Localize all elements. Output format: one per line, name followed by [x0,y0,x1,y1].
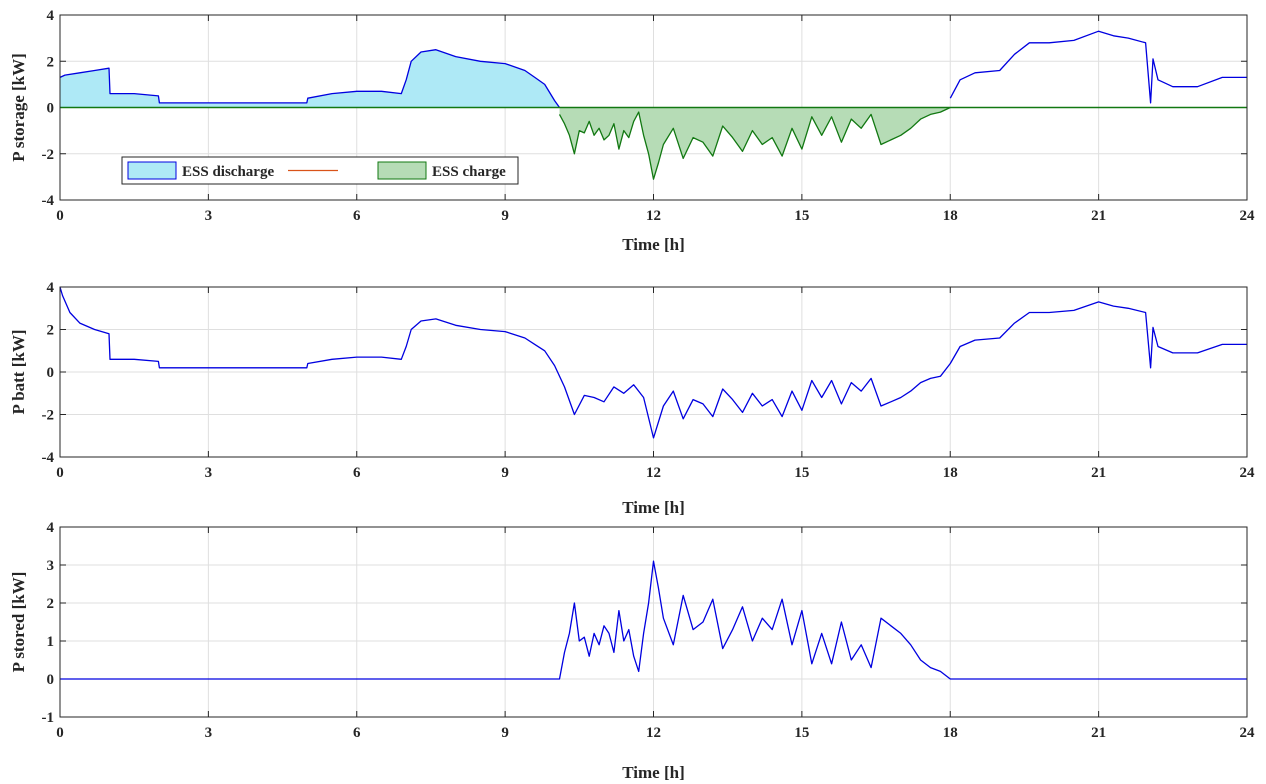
y-tick-label: 0 [47,101,55,117]
y-tick-label: 2 [47,54,55,70]
legend: ESS discharge ESS charge [121,156,519,185]
y-tick-label: 3 [47,558,55,574]
y-tick-label: 1 [47,634,55,650]
y-tick-label: 0 [47,672,55,688]
x-tick-label: 15 [794,208,809,224]
ess-discharge-line [59,49,561,108]
ess-discharge-area [60,49,560,108]
x-tick-label: 24 [1240,725,1256,741]
y-tick-label: -4 [42,450,55,466]
axes-frame [59,286,1248,458]
y-tick-label: -2 [42,408,55,424]
x-tick-label: 0 [56,725,64,741]
x-tick-label: 21 [1091,208,1106,224]
x-tick-label: 3 [205,465,213,481]
x-tick-label: 9 [501,208,509,224]
y-tick-label: -2 [42,147,55,163]
ess-charge-line [558,106,951,180]
legend-label: ESS charge [432,164,506,180]
x-tick-label: 18 [943,208,958,224]
x-tick-label: 18 [943,725,958,741]
y-axis-label: P batt [kW] [9,330,28,415]
x-tick-label: 24 [1240,208,1256,224]
y-tick-label: 4 [47,520,55,536]
y-tick-label: -4 [42,193,55,209]
x-tick-label: 21 [1091,725,1106,741]
x-tick-label: 18 [943,465,958,481]
x-tick-label: 12 [646,208,661,224]
x-tick-label: 6 [353,465,361,481]
x-tick-label: 9 [501,465,509,481]
y-tick-label: 4 [47,8,55,24]
power-line [949,30,1247,104]
x-axis-label: Time [h] [622,235,685,254]
legend-label: ESS discharge [182,164,274,180]
axes-frame [59,526,1248,718]
x-tick-label: 24 [1240,465,1256,481]
grid-lines [60,287,1247,457]
y-tick-label: 0 [47,365,55,381]
x-tick-label: 3 [205,208,213,224]
y-axis-label: P storage [kW] [9,53,28,162]
y-axis-label: P stored [kW] [9,572,28,673]
y-tick-label: -1 [42,710,55,726]
legend-swatch [377,161,427,180]
x-tick-label: 15 [794,465,809,481]
x-tick-label: 6 [353,725,361,741]
y-tick-label: 4 [47,280,55,296]
power-line [60,560,1247,680]
x-tick-label: 3 [205,725,213,741]
x-tick-label: 0 [56,208,64,224]
axes-frame [59,14,1248,201]
x-tick-label: 0 [56,465,64,481]
x-tick-label: 15 [794,725,809,741]
x-axis-label: Time [h] [622,498,685,517]
x-axis-label: Time [h] [622,763,685,782]
x-tick-label: 21 [1091,465,1106,481]
x-tick-label: 9 [501,725,509,741]
y-tick-label: 2 [47,596,55,612]
legend-swatch [127,161,177,180]
x-tick-label: 12 [646,725,661,741]
x-tick-label: 12 [646,465,661,481]
x-tick-label: 6 [353,208,361,224]
ess-charge-area [559,107,951,180]
y-tick-label: 2 [47,323,55,339]
power-line [59,286,1247,439]
